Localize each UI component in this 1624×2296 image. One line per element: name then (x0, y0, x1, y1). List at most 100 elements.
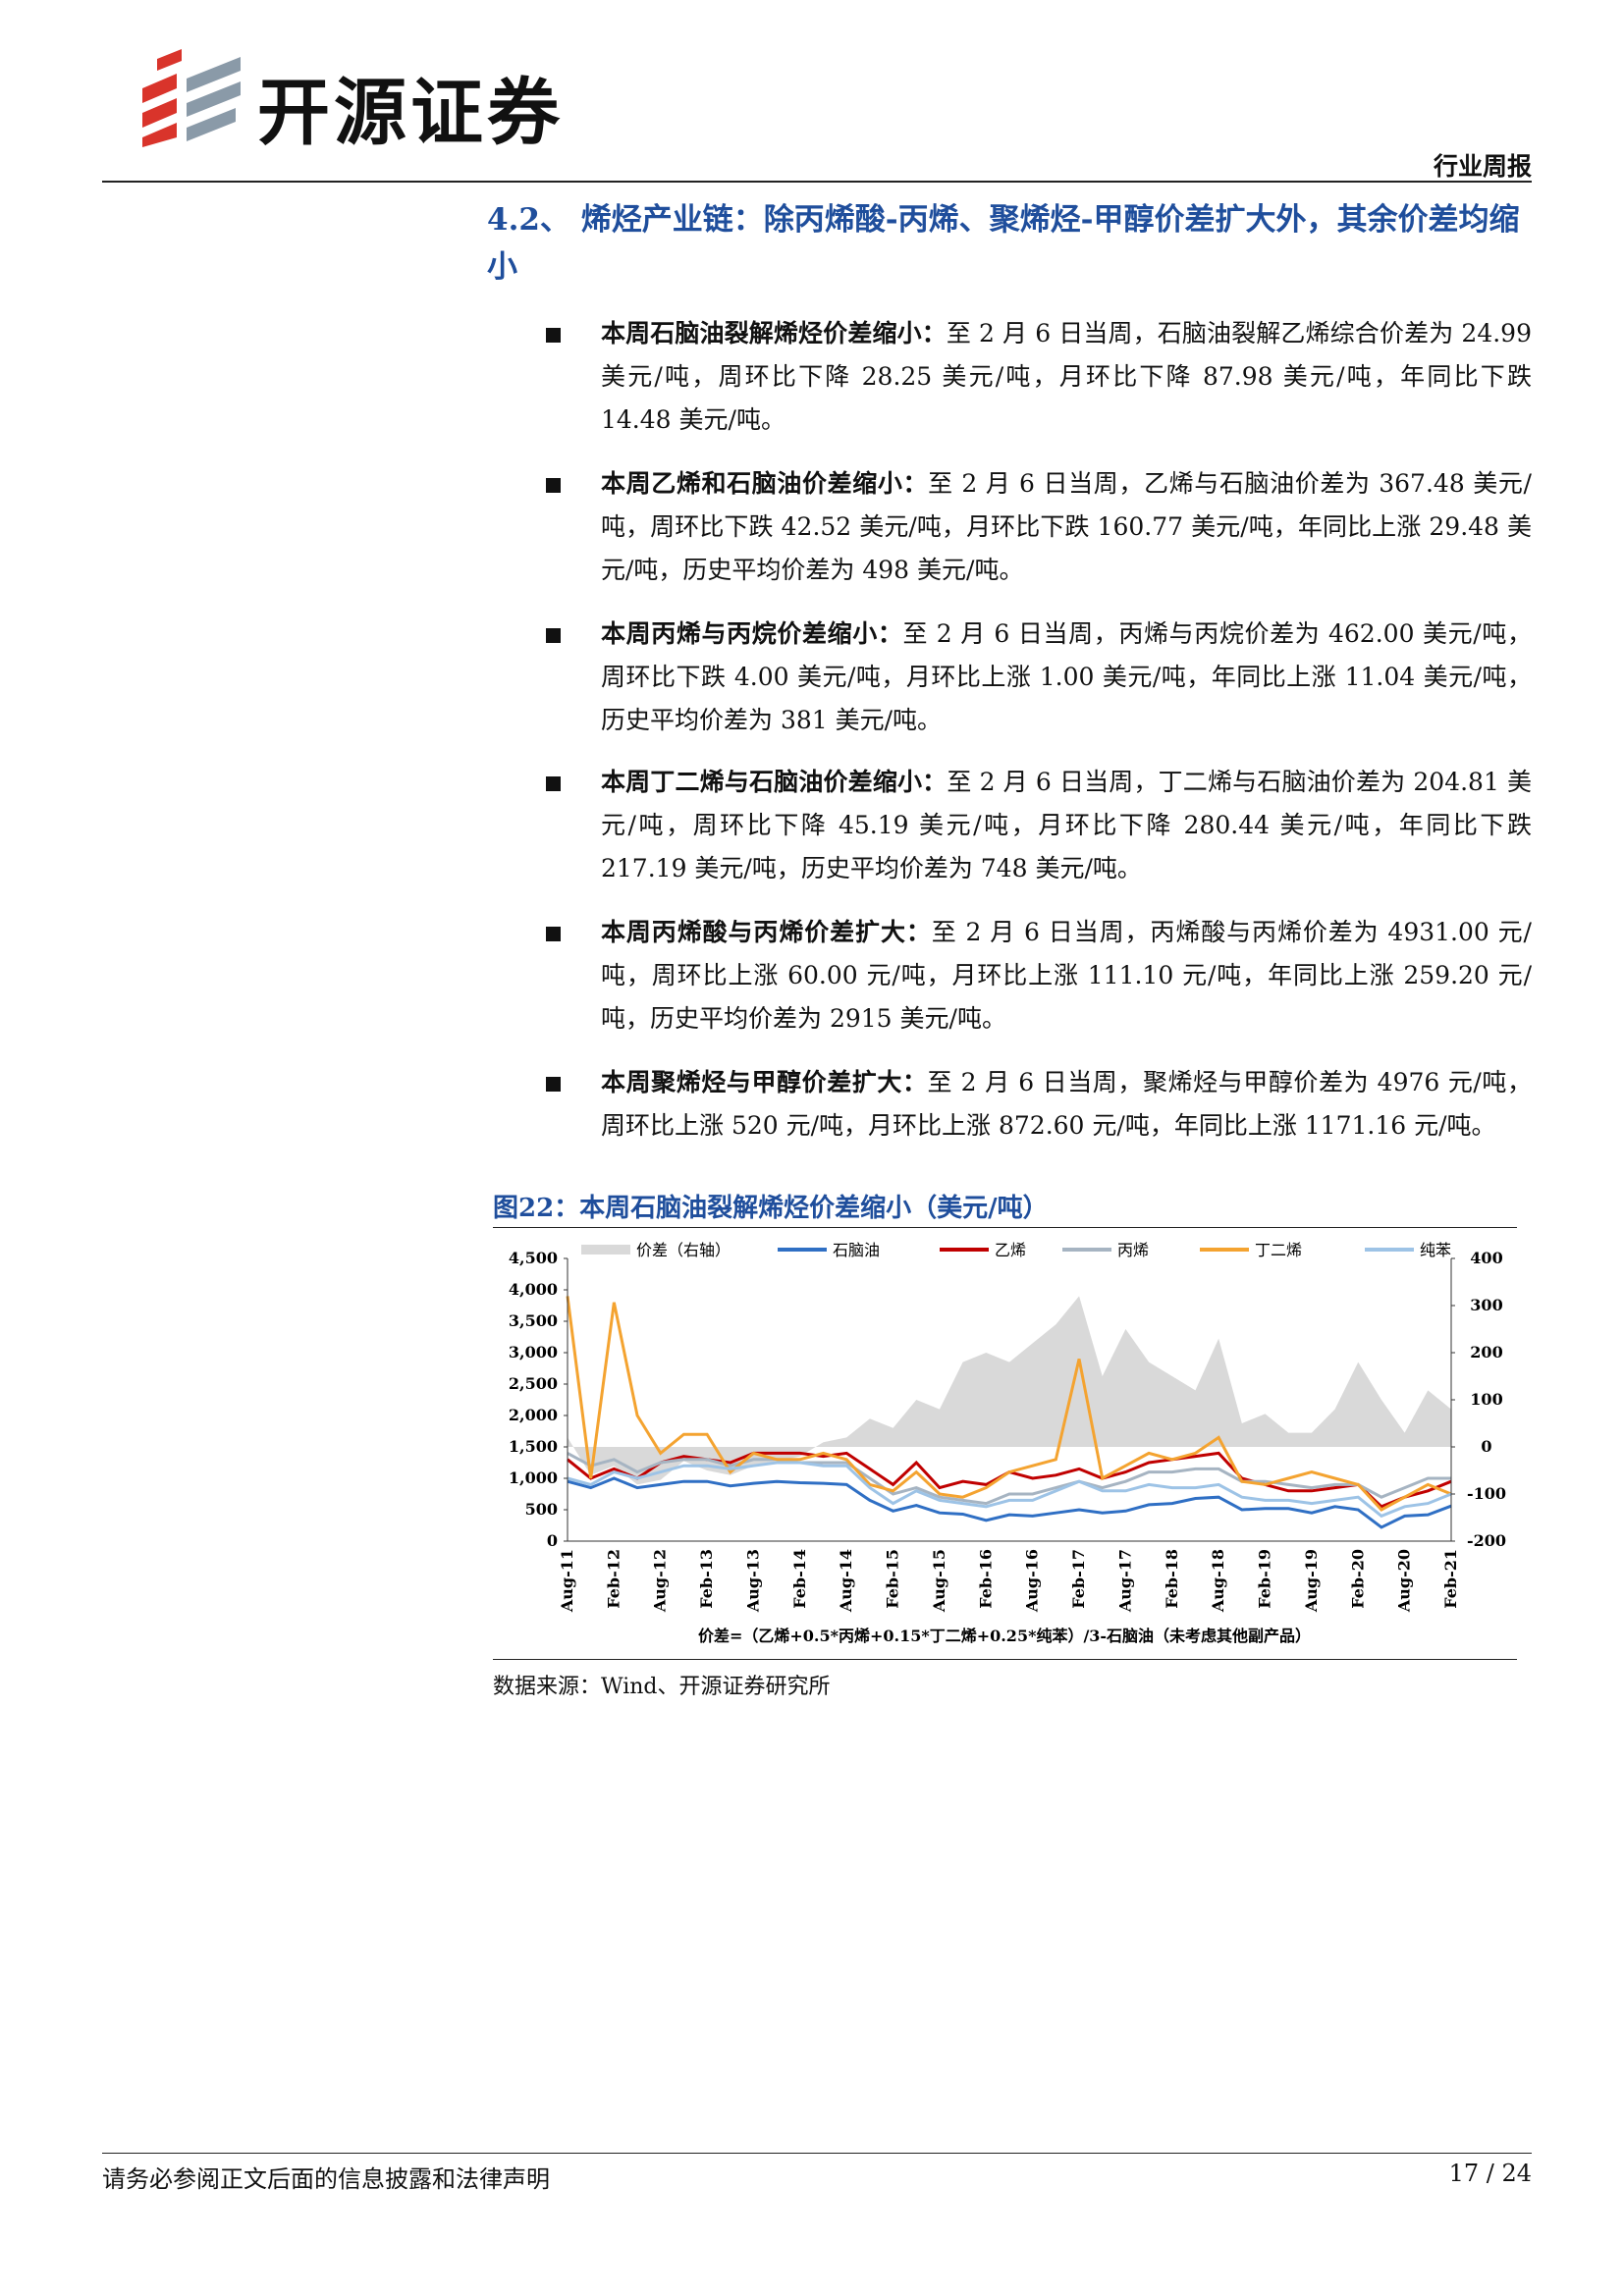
bullet: 本周丙烯酸与丙烯价差扩大：至 2 月 6 日当周，丙烯酸与丙烯价差为 4931.… (601, 911, 1532, 1041)
x-tick-label: Aug-19 (1302, 1549, 1321, 1613)
x-tick: Feb-20 (1348, 1549, 1367, 1609)
y2-tick-label: 0 (1481, 1437, 1491, 1456)
x-tick: Feb-17 (1069, 1549, 1088, 1609)
x-tick: Aug-17 (1115, 1549, 1134, 1613)
y-tick-label: 1,500 (509, 1437, 558, 1456)
y2-tick-label: 400 (1470, 1249, 1502, 1267)
figure-rule (493, 1227, 1517, 1228)
y-tick-label: 0 (547, 1531, 558, 1550)
x-tick: Aug-14 (837, 1549, 855, 1613)
x-tick: Aug-16 (1023, 1549, 1042, 1613)
bullet-text: 至 2 月 6 日当周，丙烯酸与丙烯价差为 4931.00 元/吨，周环比上涨 … (601, 918, 1532, 1033)
header-rule (102, 181, 1532, 183)
x-tick-label: Feb-12 (604, 1549, 623, 1609)
x-tick-label: Aug-11 (558, 1549, 576, 1613)
legend-label: 纯苯 (1420, 1241, 1451, 1259)
bullet-lead: 本周丙烯与丙烷价差缩小： (601, 619, 903, 648)
y-tick-label: 3,000 (509, 1343, 558, 1362)
bullet-lead: 本周丙烯酸与丙烯价差扩大： (601, 918, 932, 946)
bullet-text: 至 2 月 6 日当周，乙烯与石脑油价差为 367.48 美元/吨，周环比下跌 … (601, 469, 1532, 584)
bullet-marker (546, 776, 561, 791)
page-number: 17 / 24 (1448, 2160, 1532, 2187)
chart: 0 500 1,000 1,500 2,000 2,500 3,000 3,500 4,000 4… (509, 1241, 1506, 1645)
y-tick-label: 4,000 (509, 1280, 558, 1299)
x-tick-label: Aug-13 (743, 1549, 762, 1613)
x-tick-label: Aug-14 (837, 1549, 855, 1613)
y-tick-label: 4,500 (509, 1249, 558, 1267)
logo-icon (142, 49, 241, 147)
x-tick-label: Feb-17 (1069, 1549, 1088, 1609)
x-tick-label: Feb-18 (1163, 1549, 1181, 1609)
brand: 开源证券 (257, 71, 564, 155)
bullet-lead: 本周石脑油裂解烯烃价差缩小： (601, 319, 947, 347)
bullet: 本周聚烯烃与甲醇价差扩大：至 2 月 6 日当周，聚烯烃与甲醇价差为 4976 … (601, 1061, 1532, 1148)
y2-tick-label: 200 (1470, 1343, 1502, 1362)
bullet-text: 至 2 月 6 日当周，丙烯与丙烷价差为 462.00 美元/吨，周环比下跌 4… (601, 619, 1532, 734)
x-tick-label: Feb-14 (790, 1549, 809, 1609)
x-tick: Aug-11 (558, 1549, 576, 1613)
x-tick-label: Feb-21 (1441, 1549, 1460, 1609)
x-tick: Feb-21 (1441, 1549, 1460, 1609)
figure-caption: 图22：本周石脑油裂解烯烃价差缩小（美元/吨） (493, 1194, 1049, 1223)
bullet-marker (546, 478, 561, 493)
bullet: 本周丙烯与丙烷价差缩小：至 2 月 6 日当周，丙烯与丙烷价差为 462.00 … (601, 613, 1532, 742)
legend-label: 丁二烯 (1255, 1241, 1302, 1259)
series-line (567, 1452, 1451, 1506)
chart-annotation: 价差=（乙烯+0.5*丙烯+0.15*丁二烯+0.25*纯苯）/3-石脑油（未考… (698, 1627, 1311, 1645)
legend-label: 石脑油 (833, 1241, 880, 1259)
x-tick: Feb-15 (884, 1549, 902, 1609)
bullet: 本周石脑油裂解烯烃价差缩小：至 2 月 6 日当周，石脑油裂解乙烯综合价差为 2… (601, 312, 1532, 442)
x-tick: Feb-13 (697, 1549, 716, 1609)
section-heading: 4.2、 烯烃产业链：除丙烯酸-丙烯、聚烯烃-甲醇价差扩大外，其余价差均缩小 (487, 202, 1520, 285)
x-tick-label: Aug-15 (930, 1549, 948, 1613)
bullet: 本周乙烯和石脑油价差缩小：至 2 月 6 日当周，乙烯与石脑油价差为 367.4… (601, 462, 1532, 592)
bullet-marker (546, 927, 561, 941)
x-tick: Feb-14 (790, 1549, 809, 1609)
y2-tick-label: 100 (1470, 1390, 1502, 1409)
x-tick: Aug-13 (743, 1549, 762, 1613)
y2-tick-label: -100 (1467, 1484, 1506, 1503)
spread-area (568, 1296, 1451, 1485)
x-tick-label: Feb-16 (976, 1549, 995, 1609)
bullet-text: 至 2 月 6 日当周，丁二烯与石脑油价差为 204.81 美元/吨，周环比下降… (601, 768, 1532, 882)
x-tick: Aug-12 (651, 1549, 670, 1613)
x-tick-label: Aug-20 (1395, 1549, 1414, 1613)
x-tick: Aug-19 (1302, 1549, 1321, 1613)
x-tick-label: Feb-20 (1348, 1549, 1367, 1609)
x-tick-label: Feb-19 (1256, 1549, 1274, 1609)
x-tick-label: Feb-15 (884, 1549, 902, 1609)
y2-tick-label: 300 (1470, 1296, 1502, 1314)
x-tick-label: Aug-18 (1209, 1549, 1227, 1613)
bullet-text: 至 2 月 6 日当周，聚烯烃与甲醇价差为 4976 元/吨，周环比上涨 520… (601, 1068, 1532, 1140)
x-tick: Feb-18 (1163, 1549, 1181, 1609)
y-tick-label: 2,500 (509, 1374, 558, 1393)
x-tick-label: Aug-17 (1115, 1549, 1134, 1613)
x-tick-label: Aug-16 (1023, 1549, 1042, 1613)
y-tick-label: 3,500 (509, 1311, 558, 1330)
report-type: 行业周报 (1433, 152, 1532, 181)
legend-label: 乙烯 (995, 1241, 1026, 1259)
bullet-lead: 本周丁二烯与石脑油价差缩小： (601, 768, 947, 796)
bullet-marker (546, 628, 561, 643)
y2-tick-label: -200 (1467, 1531, 1506, 1550)
x-tick: Aug-15 (930, 1549, 948, 1613)
y-tick-label: 2,000 (509, 1406, 558, 1424)
x-tick-label: Feb-13 (697, 1549, 716, 1609)
x-tick: Feb-16 (976, 1549, 995, 1609)
x-tick: Aug-18 (1209, 1549, 1227, 1613)
bullet-lead: 本周乙烯和石脑油价差缩小： (601, 469, 929, 498)
y-tick-label: 1,000 (509, 1468, 558, 1487)
disclaimer: 请务必参阅正文后面的信息披露和法律声明 (102, 2165, 550, 2193)
x-tick: Feb-19 (1256, 1549, 1274, 1609)
series-line (567, 1461, 1452, 1519)
bullet-marker (546, 1077, 561, 1092)
bullet-text: 至 2 月 6 日当周，石脑油裂解乙烯综合价差为 24.99 美元/吨，周环比下… (601, 319, 1532, 434)
legend-label: 价差（右轴） (636, 1241, 731, 1259)
figure-rule (493, 1659, 1517, 1660)
bullet-marker (546, 328, 561, 343)
bullet: 本周丁二烯与石脑油价差缩小：至 2 月 6 日当周，丁二烯与石脑油价差为 204… (601, 761, 1532, 890)
legend-swatch (581, 1245, 630, 1255)
series-line (567, 1476, 1452, 1529)
x-tick: Feb-12 (604, 1549, 623, 1609)
